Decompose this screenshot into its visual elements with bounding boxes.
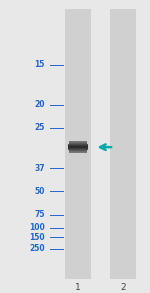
Bar <box>68 149 88 150</box>
Bar <box>110 8 136 279</box>
Text: 15: 15 <box>35 60 45 69</box>
Text: 250: 250 <box>29 244 45 253</box>
Text: 37: 37 <box>34 163 45 173</box>
Bar <box>69 143 87 144</box>
Bar <box>68 147 88 148</box>
Bar <box>69 152 87 153</box>
Bar <box>68 144 88 145</box>
Text: 150: 150 <box>29 233 45 242</box>
Text: 75: 75 <box>34 210 45 219</box>
Bar <box>68 149 88 150</box>
Text: 100: 100 <box>29 223 45 232</box>
Bar <box>69 151 87 152</box>
Bar <box>65 8 91 279</box>
Text: 25: 25 <box>35 123 45 132</box>
Bar <box>68 146 88 147</box>
Bar <box>68 148 88 149</box>
Text: 20: 20 <box>34 100 45 109</box>
Bar <box>69 142 87 143</box>
Text: 50: 50 <box>35 187 45 196</box>
Bar <box>68 145 88 146</box>
Text: 2: 2 <box>120 283 126 292</box>
Bar <box>69 141 87 142</box>
Bar <box>68 148 88 149</box>
Text: 1: 1 <box>75 283 81 292</box>
Bar <box>69 150 87 151</box>
